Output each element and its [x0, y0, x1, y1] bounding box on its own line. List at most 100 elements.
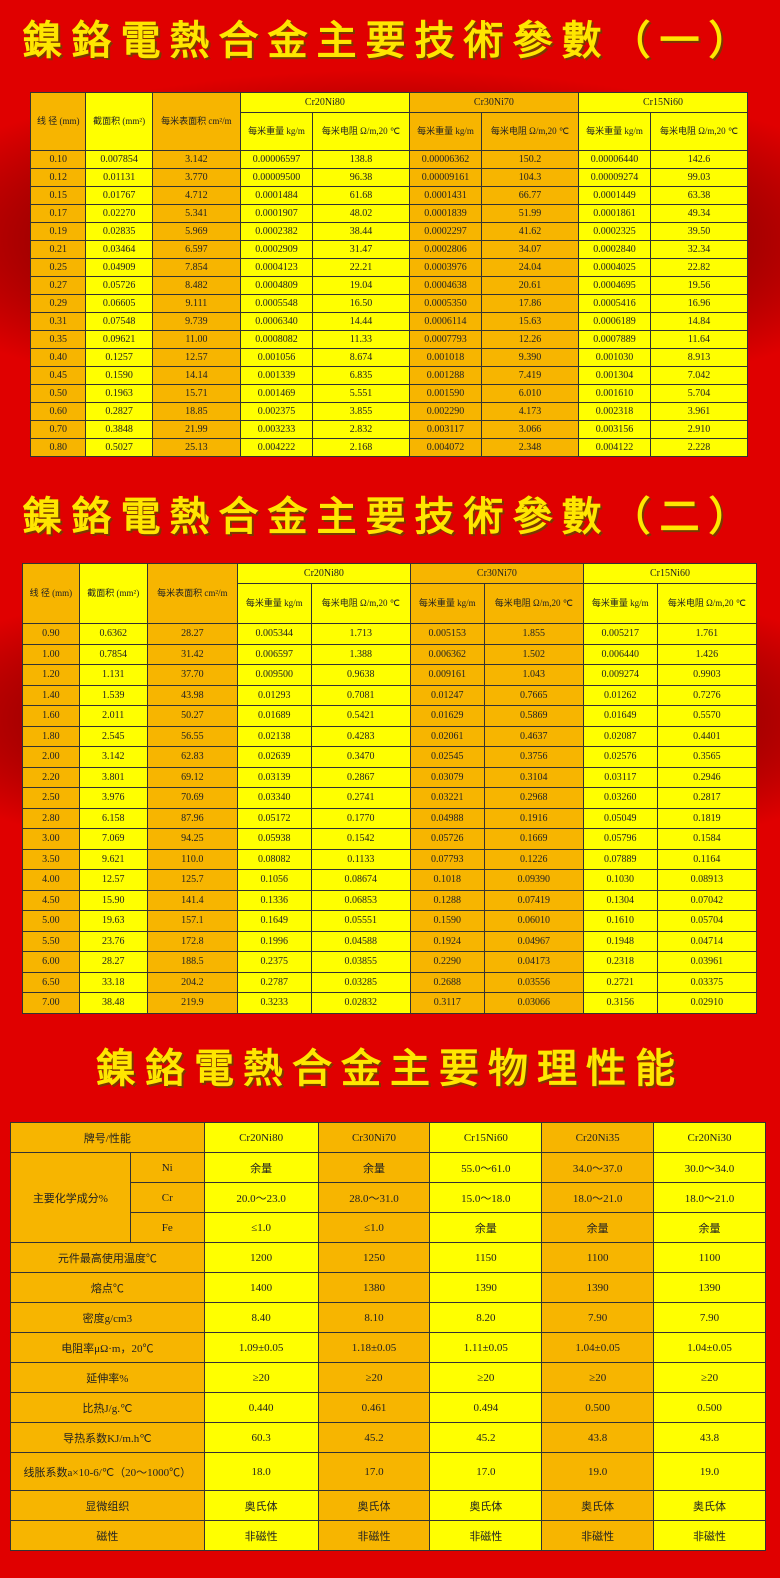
- composition-row: 主要化学成分% Ni 余量 余量 55.0～61.0 34.0～37.0 30.0～34.0: [10, 1152, 766, 1243]
- table-cell: 219.9: [146, 992, 238, 1014]
- table-cell: 43.98: [146, 684, 238, 706]
- table-cell: 15.90: [78, 889, 148, 911]
- table-cell: 0.1669: [483, 828, 584, 850]
- table-cell: 0.001018: [408, 348, 483, 367]
- property-row: 显微组织 奥氏体 奥氏体 奥氏体 奥氏体 奥氏体: [10, 1490, 766, 1521]
- table-cell: 69.12: [146, 766, 238, 788]
- table-cell: 0.03285: [310, 971, 411, 993]
- table-cell: 0.0001839: [408, 204, 483, 223]
- table-cell: 0.29: [29, 294, 87, 313]
- table-cell: 0.3233: [236, 992, 312, 1014]
- table-cell: 0.1288: [409, 889, 485, 911]
- table-cell: 20.61: [481, 276, 579, 295]
- table-cell: 18.0～21.0: [653, 1182, 766, 1213]
- table-cell: 1.40: [22, 684, 80, 706]
- table-cell: 0.5421: [310, 705, 411, 727]
- table-cell: 0.04588: [310, 930, 411, 952]
- diameter-header: 线 径 (mm): [22, 563, 80, 624]
- table-cell: 奥氏体: [317, 1490, 431, 1521]
- table-cell: 66.77: [481, 186, 579, 205]
- table-cell: 3.855: [312, 402, 410, 421]
- table-cell: 1.043: [483, 664, 584, 686]
- table-cell: 0.7854: [78, 643, 148, 665]
- table-cell: 0.0004695: [577, 276, 652, 295]
- table-cell: 0.009274: [582, 664, 658, 686]
- alloy-header: Cr20Ni30: [653, 1122, 766, 1153]
- table-cell: 1.18±0.05: [317, 1332, 431, 1363]
- table-cell: 3.142: [78, 746, 148, 768]
- table-cell: 0.01131: [85, 168, 153, 187]
- table-cell: 4.00: [22, 869, 80, 891]
- table-cell: 15.0～18.0: [429, 1182, 543, 1213]
- table-cell: 17.0: [317, 1452, 431, 1491]
- property-label: 比热J/g.℃: [10, 1392, 205, 1423]
- table-cell: 0.50: [29, 384, 87, 403]
- table-cell: 0.1924: [409, 930, 485, 952]
- table-row: 5.00 19.63 157.1 0.1649 0.05551 0.1590 0.06010…: [22, 910, 758, 932]
- table-cell: 0.0002325: [577, 222, 652, 241]
- table-cell: 0.4637: [483, 725, 584, 747]
- table-cell: 70.69: [146, 787, 238, 809]
- table-cell: 0.02061: [409, 725, 485, 747]
- table-cell: 0.1226: [483, 848, 584, 870]
- table-cell: 0.006597: [236, 643, 312, 665]
- table-cell: 0.1916: [483, 807, 584, 829]
- table-row: 2.00 3.142 62.83 0.02639 0.3470 0.02545 0.3756…: [22, 746, 758, 768]
- diameter-header: 线 径 (mm): [29, 92, 87, 151]
- table-cell: 1150: [429, 1242, 543, 1273]
- table-row: 0.12 0.01131 3.770 0.00009500 96.38 0.0000916…: [29, 168, 748, 187]
- table-cell: 30.0～34.0: [653, 1152, 766, 1183]
- table-cell: 6.158: [78, 807, 148, 829]
- table-cell: 0.2867: [310, 766, 411, 788]
- table-row: 2.20 3.801 69.12 0.03139 0.2867 0.03079 0.3104…: [22, 766, 758, 788]
- table-cell: 0.08082: [236, 848, 312, 870]
- table-cell: 0.0001907: [239, 204, 314, 223]
- property-label: 电阻率μΩ·m，20℃: [10, 1332, 205, 1363]
- table-cell: 非磁性: [541, 1520, 655, 1551]
- table-cell: 0.03464: [85, 240, 153, 259]
- table-cell: 5.50: [22, 930, 80, 952]
- table-cell: 0.0002909: [239, 240, 314, 259]
- property-label: 导热系数KJ/m.h℃: [10, 1422, 205, 1453]
- table-cell: 5.969: [151, 222, 241, 241]
- table-cell: 0.10: [29, 150, 87, 169]
- table-cell: 0.0007793: [408, 330, 483, 349]
- table-cell: 1.502: [483, 643, 584, 665]
- table-cell: 49.34: [650, 204, 748, 223]
- table-cell: 0.4283: [310, 725, 411, 747]
- table-cell: 9.390: [481, 348, 579, 367]
- alloy-header: Cr15Ni60: [582, 563, 758, 584]
- table-cell: 0.1590: [409, 910, 485, 932]
- table-row: 0.19 0.02835 5.969 0.0002382 38.44 0.0002297 4…: [29, 222, 748, 241]
- table-cell: 1.761: [656, 623, 758, 645]
- table-cell: 14.44: [312, 312, 410, 331]
- table-cell: 0.2946: [656, 766, 758, 788]
- table-cell: 8.20: [429, 1302, 543, 1333]
- table-cell: 15.63: [481, 312, 579, 331]
- table-cell: 0.001590: [408, 384, 483, 403]
- property-label: 元件最高使用温度℃: [10, 1242, 205, 1273]
- table-cell: 0.02270: [85, 204, 153, 223]
- table-cell: 0.0007889: [577, 330, 652, 349]
- table-cell: 2.20: [22, 766, 80, 788]
- table-cell: 0.0001449: [577, 186, 652, 205]
- table-cell: 0.001304: [577, 366, 652, 385]
- table-row: 0.35 0.09621 11.00 0.0008082 11.33 0.0007793 1…: [29, 330, 748, 349]
- table-cell: 0.3848: [85, 420, 153, 439]
- table-cell: 0.31: [29, 312, 87, 331]
- table-row: 2.50 3.976 70.69 0.03340 0.2741 0.03221 0.2968…: [22, 787, 758, 809]
- table-row: 0.21 0.03464 6.597 0.0002909 31.47 0.0002806 3…: [29, 240, 748, 259]
- table-cell: 0.04714: [656, 930, 758, 952]
- table-cell: 奥氏体: [541, 1490, 655, 1521]
- table-cell: 0.004122: [577, 438, 652, 457]
- table-cell: 0.01767: [85, 186, 153, 205]
- table-cell: 18.0～21.0: [541, 1182, 655, 1213]
- table-cell: 1.855: [483, 623, 584, 645]
- surface-header: 每米表面积 cm²/m: [151, 92, 241, 151]
- table-cell: 7.90: [541, 1302, 655, 1333]
- table-cell: 0.006440: [582, 643, 658, 665]
- table-cell: 0.08674: [310, 869, 411, 891]
- table-cell: 0.1336: [236, 889, 312, 911]
- table-cell: 1400: [203, 1272, 319, 1303]
- weight-header: 每米重量 kg/m: [239, 112, 314, 151]
